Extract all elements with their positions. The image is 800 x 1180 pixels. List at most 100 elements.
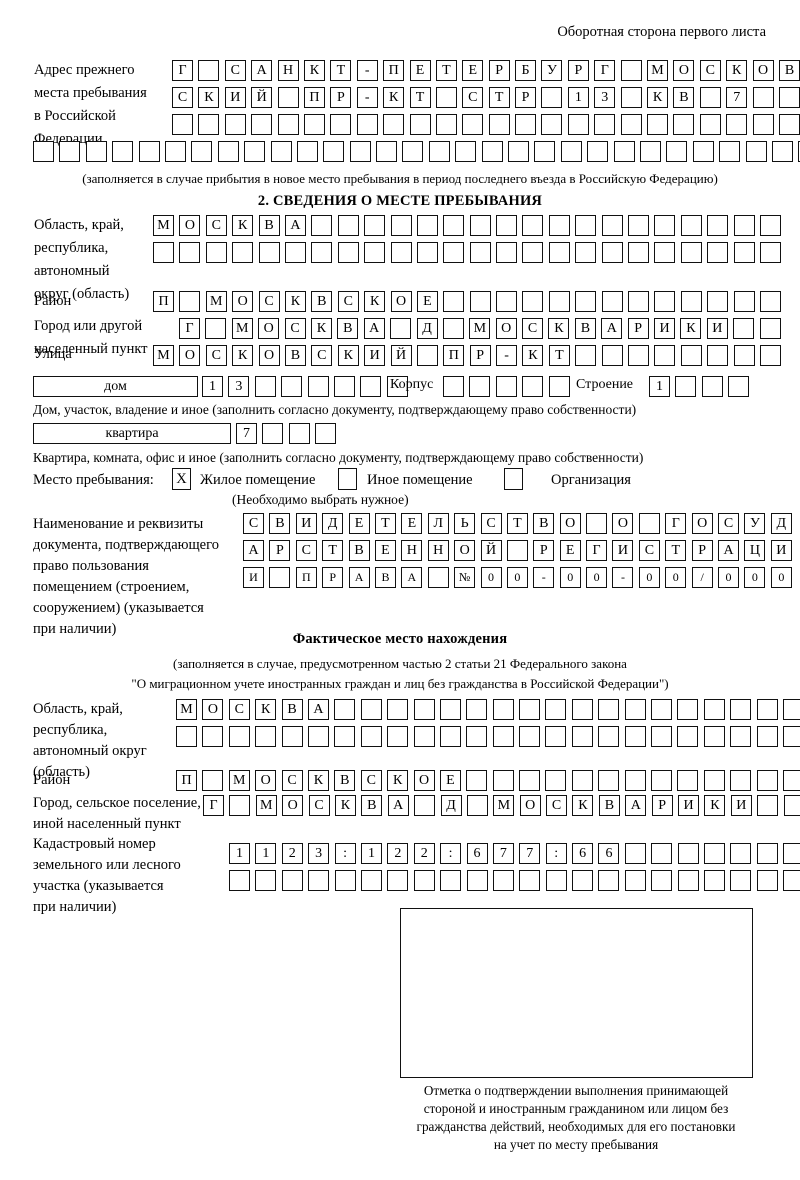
form-cell[interactable]: О	[673, 60, 695, 81]
form-cell[interactable]	[360, 699, 382, 720]
prev-address-row-3[interactable]	[172, 114, 800, 135]
form-cell[interactable]: П	[443, 345, 465, 366]
form-cell[interactable]	[413, 726, 435, 747]
form-cell[interactable]	[428, 141, 450, 162]
form-cell[interactable]: Ь	[454, 513, 476, 534]
form-cell[interactable]: К	[680, 318, 702, 339]
form-cell[interactable]: Т	[488, 87, 510, 108]
form-cell[interactable]: Р	[322, 567, 344, 588]
form-cell[interactable]: 0	[665, 567, 687, 588]
form-cell[interactable]	[387, 726, 409, 747]
form-cell[interactable]	[707, 215, 729, 236]
form-cell[interactable]	[651, 870, 673, 891]
form-cell[interactable]	[522, 215, 544, 236]
form-cell[interactable]	[442, 318, 464, 339]
form-cell[interactable]	[492, 870, 514, 891]
form-cell[interactable]	[198, 60, 220, 81]
form-cell[interactable]: А	[601, 318, 623, 339]
form-cell[interactable]: Й	[251, 87, 273, 108]
form-cell[interactable]: М	[493, 795, 515, 816]
form-cell[interactable]	[427, 567, 449, 588]
form-cell[interactable]: Т	[665, 540, 687, 561]
form-cell[interactable]: А	[284, 215, 306, 236]
form-cell[interactable]	[707, 345, 729, 366]
form-cell[interactable]: К	[232, 345, 254, 366]
form-cell[interactable]: 0	[559, 567, 581, 588]
form-cell[interactable]: С	[360, 770, 382, 791]
form-cell[interactable]	[251, 114, 273, 135]
form-cell[interactable]	[413, 699, 435, 720]
form-cell[interactable]: Г	[594, 60, 616, 81]
form-cell[interactable]: М	[255, 795, 277, 816]
form-cell[interactable]	[733, 215, 755, 236]
form-cell[interactable]	[571, 699, 593, 720]
form-cell[interactable]: 7	[492, 843, 514, 864]
form-cell[interactable]: Г	[172, 60, 193, 81]
form-cell[interactable]: О	[179, 345, 201, 366]
form-cell[interactable]	[548, 242, 570, 263]
form-cell[interactable]	[522, 242, 544, 263]
form-cell[interactable]	[759, 318, 781, 339]
form-cell[interactable]	[334, 726, 356, 747]
form-cell[interactable]: В	[258, 215, 280, 236]
form-cell[interactable]: Г	[665, 513, 687, 534]
form-cell[interactable]: С	[522, 318, 544, 339]
form-cell[interactable]	[270, 141, 292, 162]
form-cell[interactable]	[541, 87, 563, 108]
form-cell[interactable]: В	[269, 513, 291, 534]
form-cell[interactable]: 7	[236, 423, 257, 444]
form-cell[interactable]: О	[202, 699, 224, 720]
form-cell[interactable]	[666, 141, 688, 162]
form-cell[interactable]	[416, 215, 438, 236]
form-cell[interactable]	[356, 114, 378, 135]
form-cell[interactable]: С	[337, 291, 359, 312]
form-cell[interactable]: К	[303, 60, 325, 81]
form-cell[interactable]	[440, 870, 462, 891]
form-cell[interactable]	[179, 291, 201, 312]
form-cell[interactable]	[730, 843, 752, 864]
form-cell[interactable]	[277, 114, 299, 135]
form-cell[interactable]: С	[172, 87, 193, 108]
form-cell[interactable]: К	[647, 87, 669, 108]
form-cell[interactable]: 2	[413, 843, 435, 864]
form-cell[interactable]	[624, 870, 646, 891]
form-cell[interactable]	[567, 114, 589, 135]
form-cell[interactable]	[360, 870, 382, 891]
document-row-3[interactable]: И П Р А В А № 0 0-0 0-0 0/0 0 0	[243, 567, 797, 588]
form-cell[interactable]	[492, 699, 514, 720]
form-cell[interactable]	[756, 843, 778, 864]
form-cell[interactable]: 7	[726, 87, 748, 108]
form-cell[interactable]: Б	[515, 60, 537, 81]
form-cell[interactable]: -	[612, 567, 634, 588]
form-cell[interactable]: Е	[401, 513, 423, 534]
form-cell[interactable]	[719, 141, 741, 162]
form-cell[interactable]: И	[770, 540, 792, 561]
form-cell[interactable]: К	[310, 318, 332, 339]
form-cell[interactable]: К	[198, 87, 220, 108]
form-cell[interactable]	[757, 795, 779, 816]
form-cell[interactable]	[733, 345, 755, 366]
form-cell[interactable]	[782, 770, 800, 791]
form-cell[interactable]	[337, 215, 359, 236]
form-cell[interactable]	[703, 699, 725, 720]
form-cell[interactable]: К	[726, 60, 748, 81]
form-cell[interactable]	[654, 215, 676, 236]
form-cell[interactable]	[466, 726, 488, 747]
form-cell[interactable]: М	[228, 770, 250, 791]
form-cell[interactable]	[255, 726, 277, 747]
form-cell[interactable]: К	[232, 215, 254, 236]
form-cell[interactable]: К	[337, 345, 359, 366]
form-cell[interactable]	[575, 345, 597, 366]
form-cell[interactable]	[745, 141, 767, 162]
form-cell[interactable]	[752, 87, 774, 108]
form-cell[interactable]: С	[258, 291, 280, 312]
form-cell[interactable]	[571, 726, 593, 747]
form-cell[interactable]	[488, 114, 510, 135]
stroenie-row[interactable]: 1	[649, 376, 755, 397]
form-cell[interactable]	[783, 795, 800, 816]
form-cell[interactable]: 0	[718, 567, 740, 588]
